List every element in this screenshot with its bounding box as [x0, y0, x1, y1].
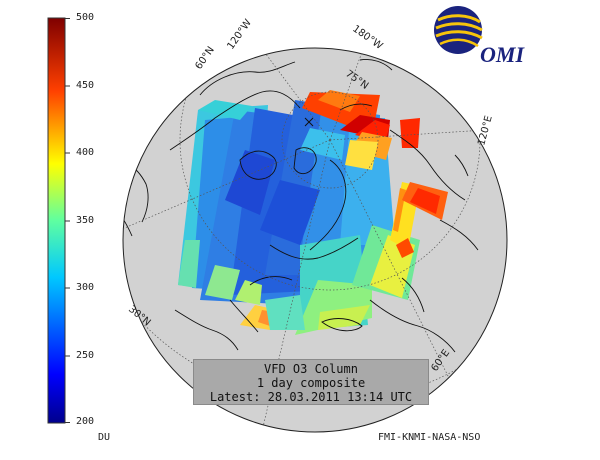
colorbar-tick-400: 400 [76, 147, 95, 158]
colorbar-tick-500: 500 [76, 12, 95, 23]
colorbar-tick-marks [65, 18, 70, 423]
colorbar-unit: DU [98, 432, 111, 443]
label-lon-120e: 120°E [476, 115, 494, 147]
colorbar-tick-300: 300 [76, 282, 95, 293]
colorbar-tick-200: 200 [76, 416, 95, 427]
label-lon-180w: 180°W [350, 23, 384, 52]
info-box: VFD O3 Column 1 day composite Latest: 28… [193, 359, 429, 405]
label-lat-60n: 60°N [193, 45, 216, 72]
info-composite: 1 day composite [256, 376, 366, 390]
label-lon-120w: 120°W [225, 17, 254, 51]
credit-text: FMI-KNMI-NASA-NSO [378, 432, 481, 443]
coastlines [123, 59, 479, 353]
colorbar-tick-250: 250 [76, 350, 95, 361]
colorbar [47, 17, 66, 424]
colorbar-tick-450: 450 [76, 80, 95, 91]
info-title: VFD O3 Column [264, 362, 358, 376]
omi-logo-text: OMI [480, 42, 525, 67]
colorbar-tick-350: 350 [76, 215, 95, 226]
info-latest: Latest: 28.03.2011 13:14 UTC [209, 390, 413, 404]
omi-logo: OMI [434, 6, 525, 67]
pole-marker [304, 117, 314, 127]
ozone-swaths [178, 90, 448, 335]
